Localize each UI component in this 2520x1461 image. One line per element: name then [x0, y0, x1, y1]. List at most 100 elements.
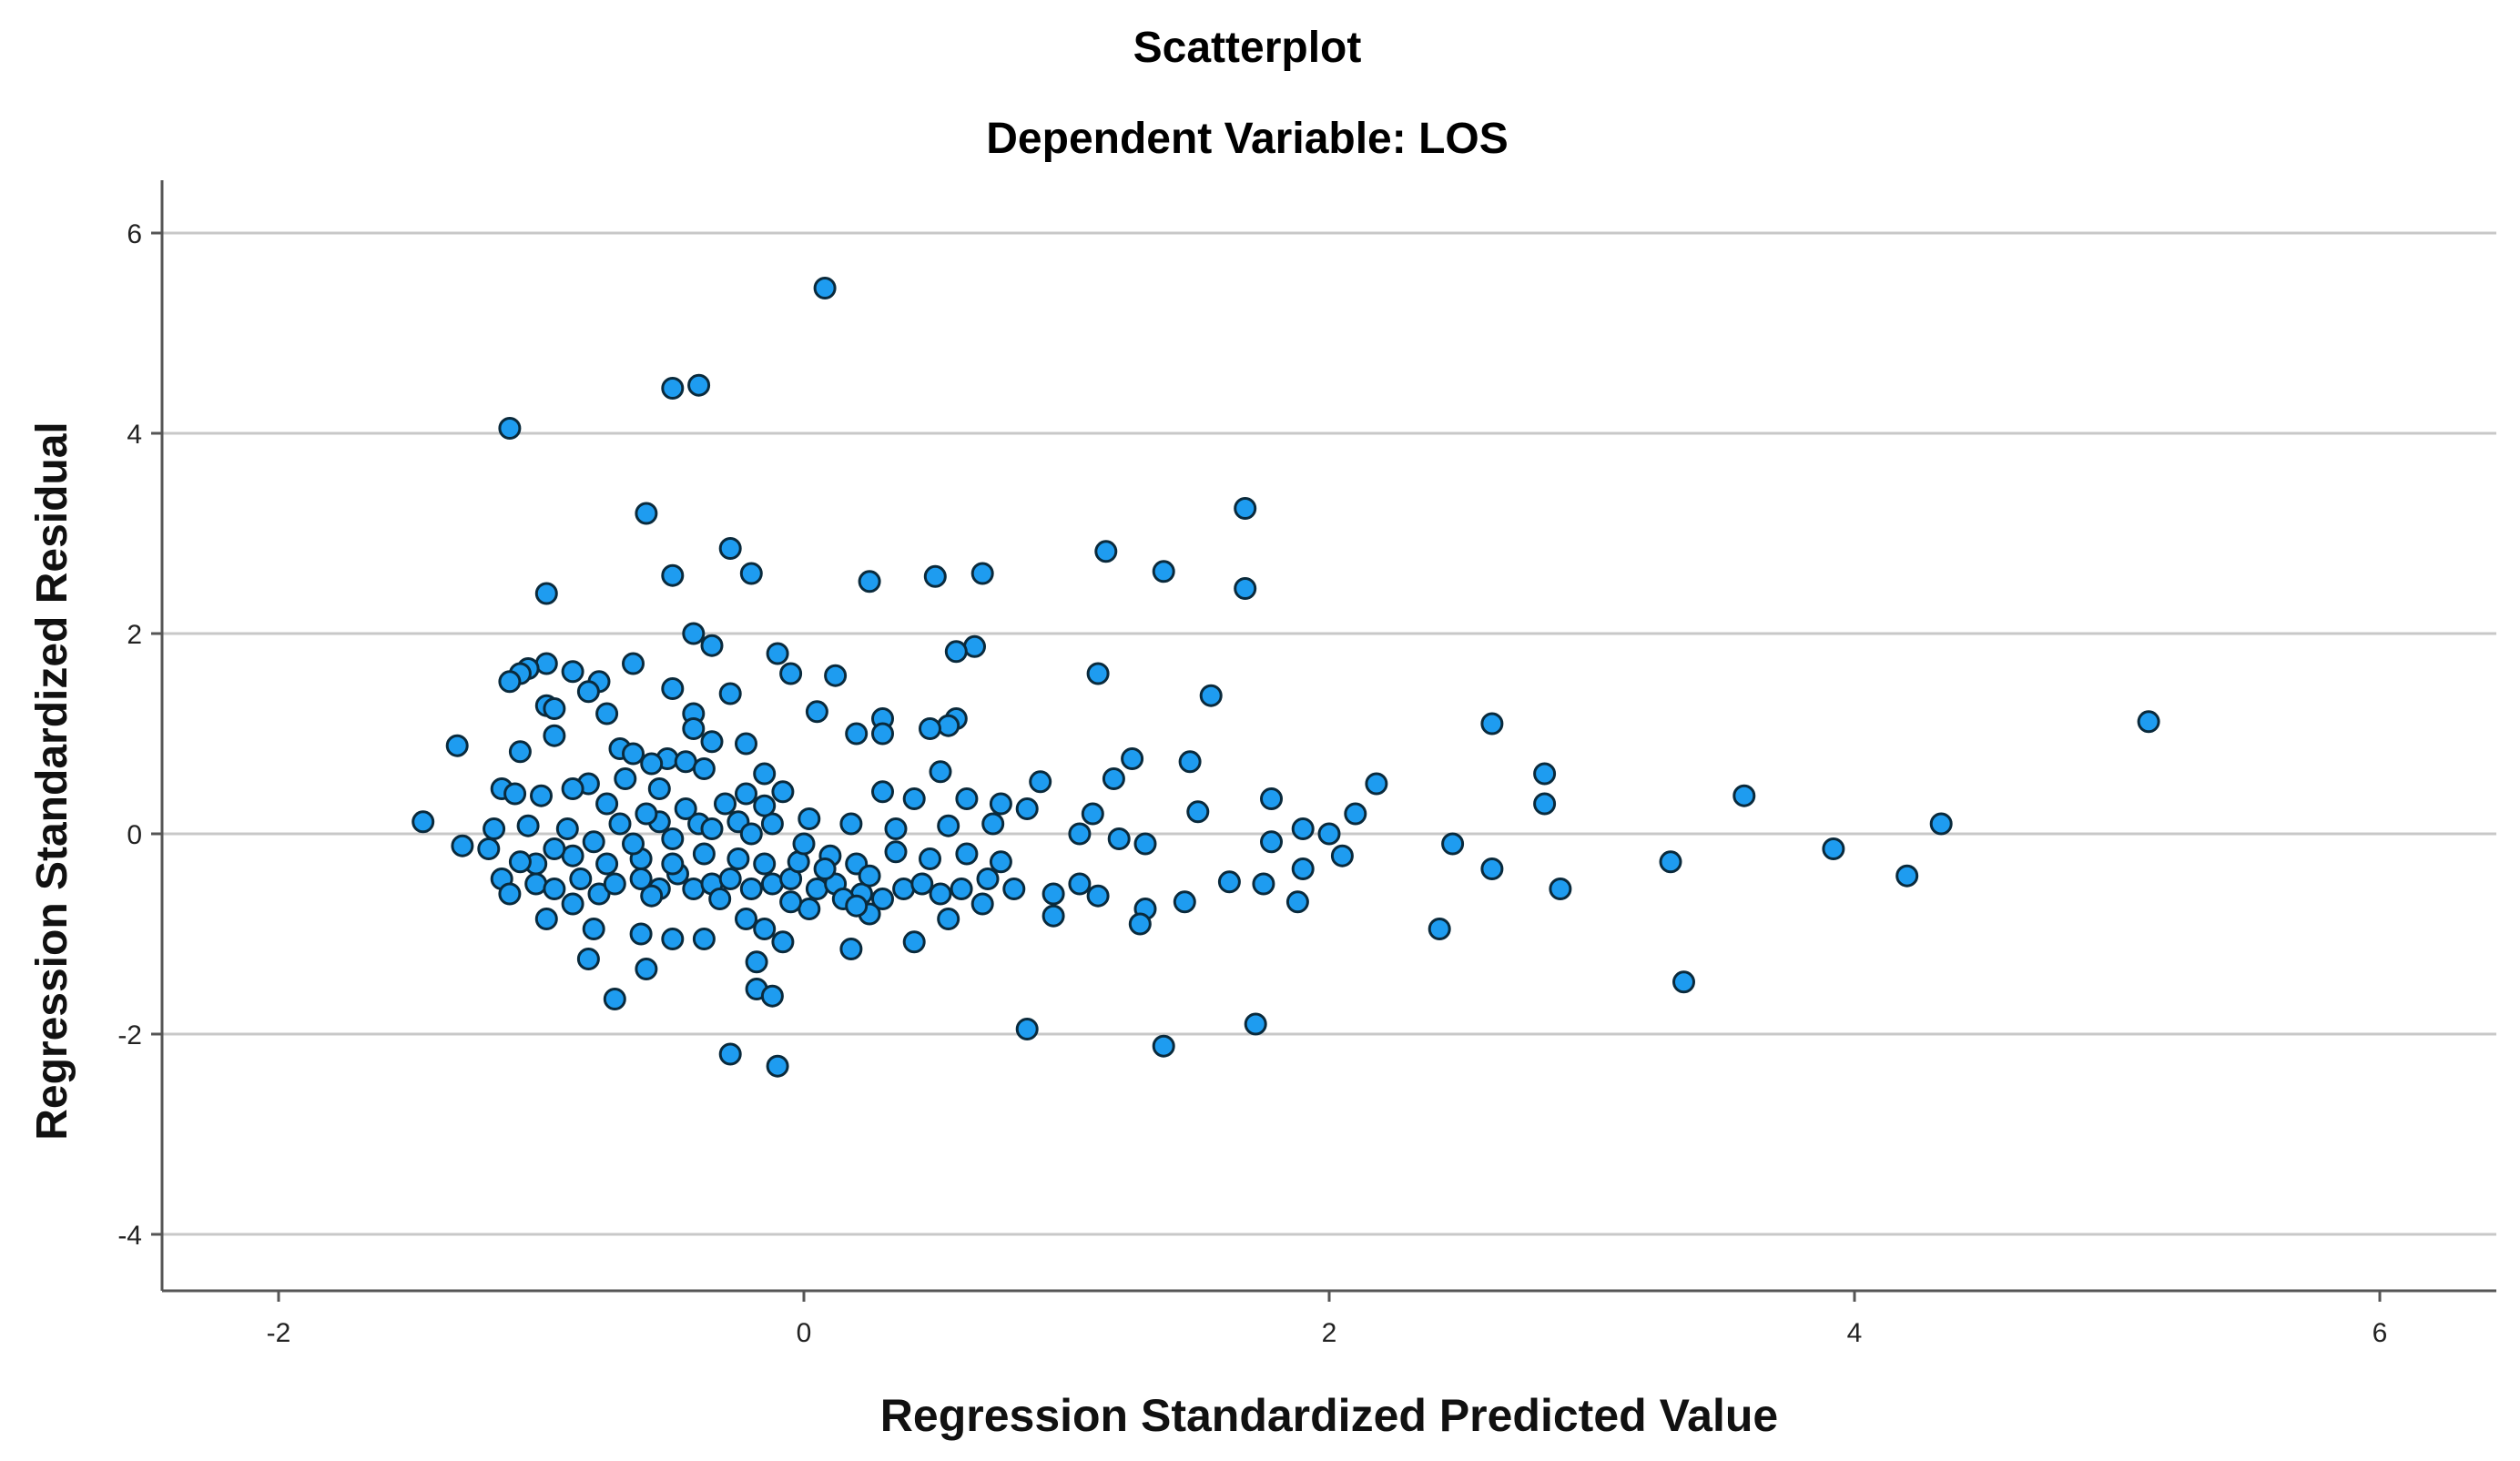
- scatter-point: [1254, 874, 1274, 894]
- scatter-point: [1004, 879, 1024, 899]
- y-tick-label: 2: [127, 620, 142, 650]
- scatter-point: [689, 375, 709, 395]
- scatterplot-chart: Scatterplot Dependent Variable: LOS -4-2…: [0, 0, 2520, 1461]
- scatter-point: [873, 724, 893, 744]
- scatter-point: [826, 665, 846, 685]
- scatter-point: [663, 565, 683, 585]
- x-tick-label: 2: [1322, 1318, 1337, 1348]
- scatter-point: [1017, 799, 1037, 819]
- scatter-point: [563, 894, 583, 914]
- scatter-point: [755, 919, 775, 939]
- scatter-point: [951, 879, 971, 899]
- scatter-point: [1201, 685, 1221, 705]
- scatter-point: [1123, 749, 1143, 769]
- scatter-point: [920, 719, 940, 739]
- scatter-point: [1287, 892, 1307, 912]
- x-tick-label: 6: [2373, 1318, 2388, 1348]
- scatter-point: [1897, 866, 1917, 886]
- scatter-point: [773, 782, 793, 802]
- scatter-point: [815, 859, 835, 879]
- scatter-point: [584, 832, 604, 852]
- scatter-point: [886, 819, 906, 839]
- scatter-point: [684, 624, 704, 644]
- scatter-point: [1482, 714, 1502, 734]
- scatter-point: [886, 842, 906, 862]
- scatter-point: [741, 563, 761, 583]
- scatter-point: [904, 789, 924, 809]
- scatter-point: [563, 779, 583, 799]
- scatter-point: [624, 834, 644, 854]
- scatter-point: [957, 844, 977, 864]
- scatter-point: [597, 704, 617, 724]
- scatter-point: [755, 796, 775, 816]
- scatter-point: [663, 379, 683, 399]
- scatter-point: [1130, 914, 1150, 934]
- scatter-point: [563, 662, 583, 682]
- scatter-point: [1262, 832, 1282, 852]
- scatter-point: [920, 849, 940, 869]
- scatter-point: [1096, 542, 1116, 562]
- scatter-point: [728, 849, 748, 869]
- scatter-point: [510, 742, 530, 762]
- scatter-point: [978, 869, 998, 889]
- scatter-point: [500, 419, 520, 439]
- scatter-point: [694, 844, 714, 864]
- scatter-point: [676, 799, 696, 819]
- scatter-point: [939, 816, 959, 836]
- scatter-point: [939, 715, 959, 736]
- scatter-point: [1429, 919, 1449, 939]
- scatter-point: [716, 794, 736, 814]
- scatter-point: [755, 764, 775, 784]
- scatter-point: [1043, 884, 1063, 904]
- scatter-point: [1088, 664, 1108, 684]
- scatter-point: [1235, 499, 1255, 519]
- scatter-point: [694, 759, 714, 779]
- scatter-point: [1346, 804, 1366, 824]
- scatter-point: [972, 563, 992, 583]
- data-points: [413, 279, 2159, 1077]
- scatter-point: [518, 816, 538, 836]
- scatter-point: [631, 924, 651, 944]
- scatter-point: [1070, 874, 1090, 894]
- scatter-point: [807, 702, 827, 722]
- scatter-point: [1082, 804, 1102, 824]
- scatter-point: [1043, 906, 1063, 926]
- scatter-point: [1661, 852, 1681, 872]
- chart-subtitle: Dependent Variable: LOS: [986, 115, 1508, 163]
- x-tick-label: 4: [1847, 1318, 1863, 1348]
- scatter-point: [624, 744, 644, 764]
- scatter-point: [500, 672, 520, 692]
- scatter-point: [1824, 839, 1844, 859]
- scatter-point: [636, 503, 656, 523]
- scatter-point: [413, 812, 433, 832]
- y-tick-label: -4: [117, 1221, 142, 1251]
- scatter-point: [1550, 879, 1570, 899]
- scatter-point: [741, 879, 761, 899]
- scatter-point: [847, 896, 867, 916]
- scatter-point: [930, 884, 950, 904]
- scatter-point: [1109, 829, 1129, 849]
- scatter-point: [841, 814, 861, 834]
- scatter-point: [1482, 859, 1502, 879]
- scatter-point: [1262, 789, 1282, 809]
- scatter-point: [479, 839, 499, 859]
- scatter-point: [710, 889, 730, 909]
- scatter-point: [720, 869, 740, 889]
- scatter-point: [684, 719, 704, 739]
- y-axis-ticks: -4 -2 0 2 4 6: [117, 219, 162, 1251]
- scatter-point: [720, 684, 740, 704]
- scatter-point: [873, 782, 893, 802]
- scatter-point: [544, 725, 564, 746]
- scatter-point: [663, 929, 683, 949]
- scatter-point: [536, 909, 556, 929]
- scatter-point: [762, 874, 782, 894]
- scatter-point: [965, 636, 985, 656]
- scatter-point: [799, 809, 819, 829]
- scatter-point: [663, 854, 683, 874]
- y-tick-label: 6: [127, 219, 142, 249]
- scatter-point: [946, 642, 966, 662]
- scatter-point: [610, 814, 630, 834]
- scatter-point: [773, 932, 793, 952]
- scatter-point: [544, 879, 564, 899]
- scatter-point: [747, 952, 767, 972]
